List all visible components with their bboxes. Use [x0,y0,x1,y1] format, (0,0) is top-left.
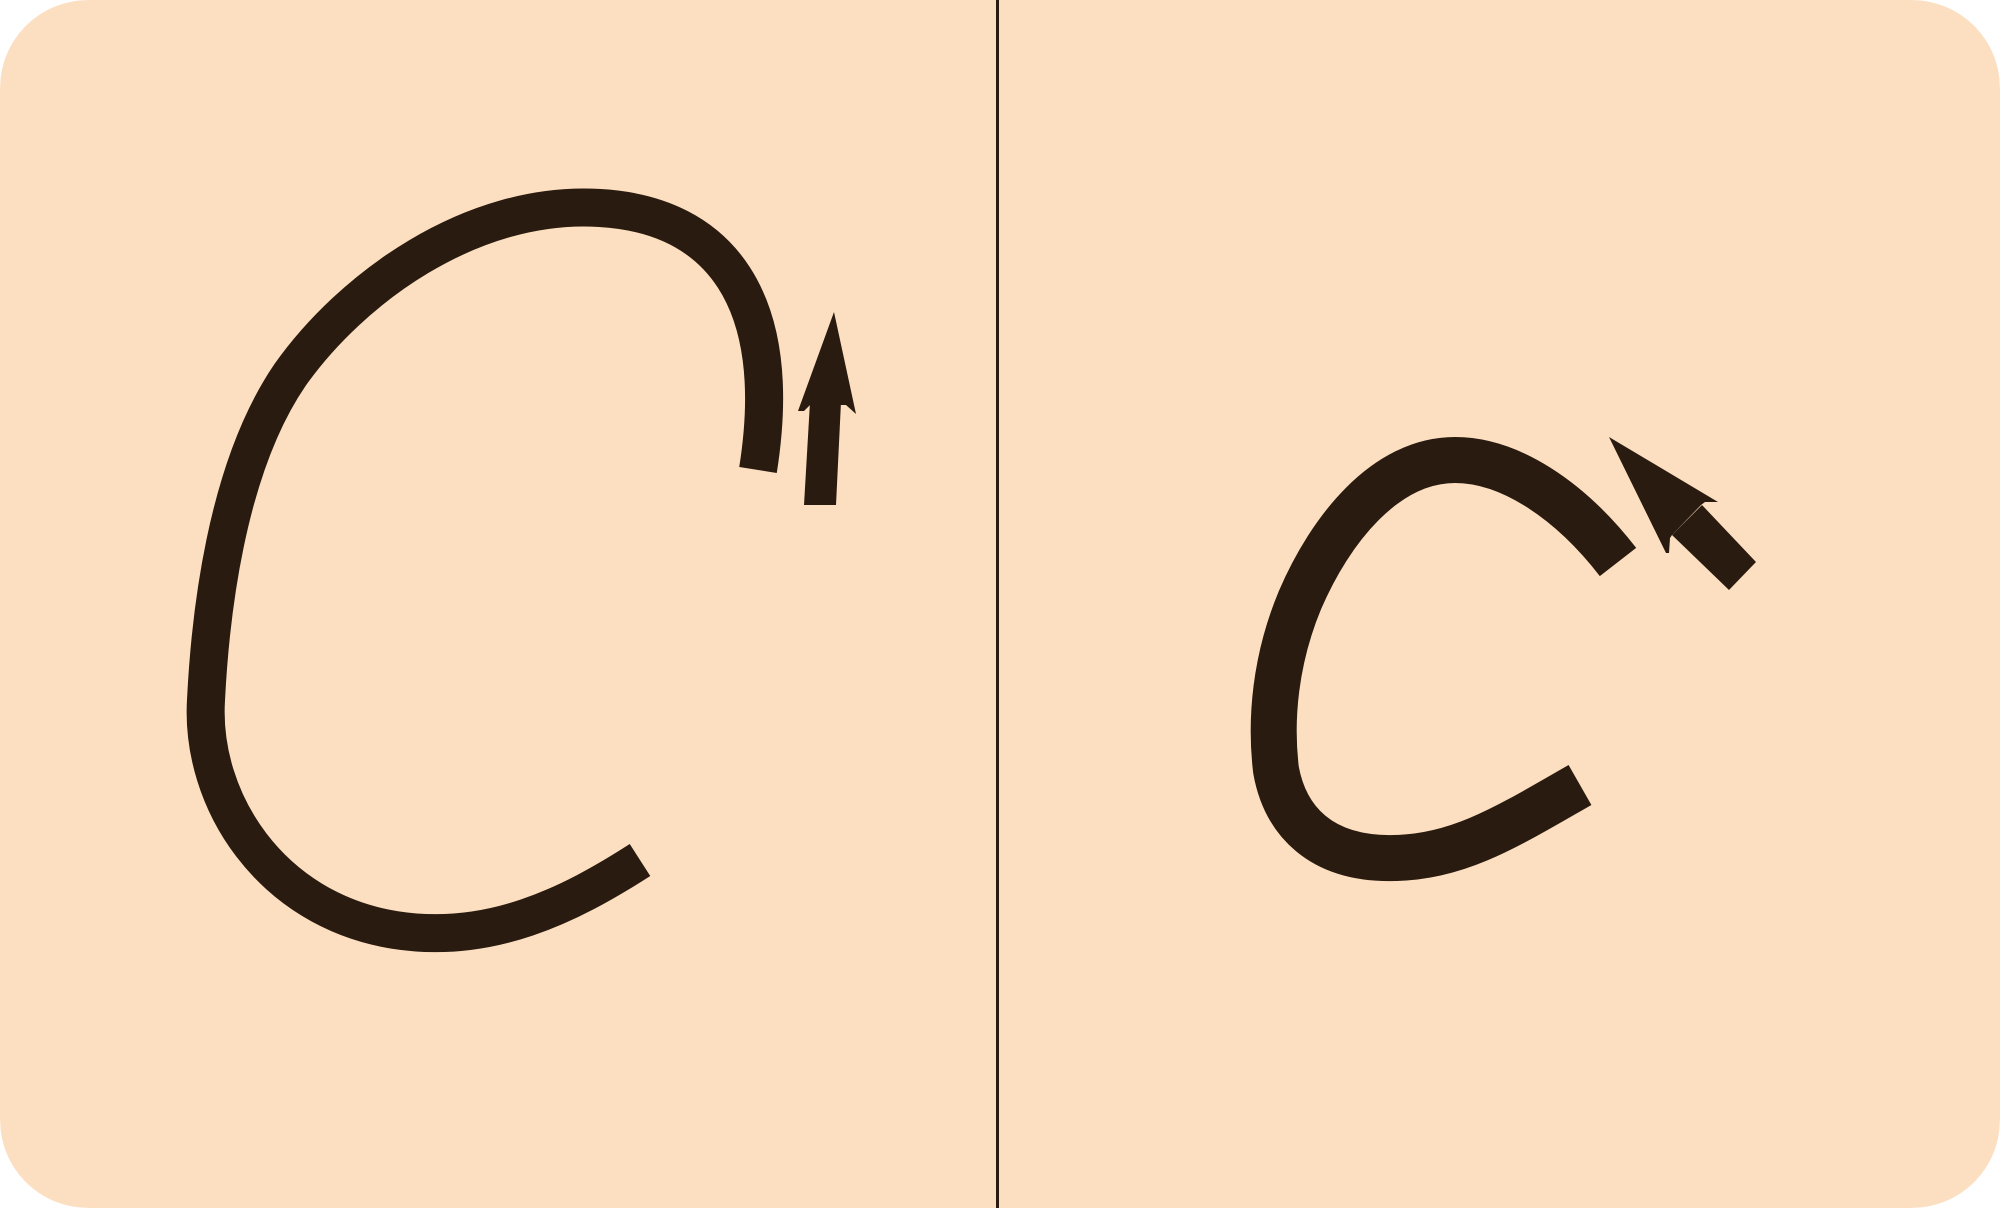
right-panel [999,0,2000,1208]
left-panel [0,0,996,1208]
up-arrow-icon [798,312,856,505]
center-divider [996,0,999,1208]
uppercase-c-figure [186,188,856,953]
up-left-arrow-shaft [1672,505,1756,590]
up-arrow-shaft [804,402,841,505]
lowercase-c-figure [1250,437,1756,882]
up-arrow-head [798,312,856,414]
uppercase-c-stroke [186,188,784,953]
up-left-arrow-icon [1609,437,1756,590]
lowercase-c-stroke [1250,437,1637,882]
up-left-arrow-head [1609,437,1718,553]
